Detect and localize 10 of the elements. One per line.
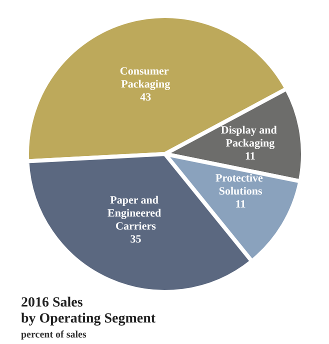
- slice-label: Paper and Engineered Carriers: [108, 194, 164, 232]
- slice-label: Consumer Packaging: [120, 66, 172, 91]
- data-label: 11: [235, 198, 246, 210]
- data-label: 43: [140, 92, 152, 104]
- text: 2016 Sales by Operating Segment: [21, 296, 156, 326]
- slice-label: Protective Solutions: [215, 172, 266, 198]
- slice-label: Display and Packaging: [220, 124, 280, 150]
- data-label: 11: [245, 150, 256, 162]
- text: percent of sales: [21, 330, 86, 340]
- data-label: 35: [130, 233, 142, 246]
